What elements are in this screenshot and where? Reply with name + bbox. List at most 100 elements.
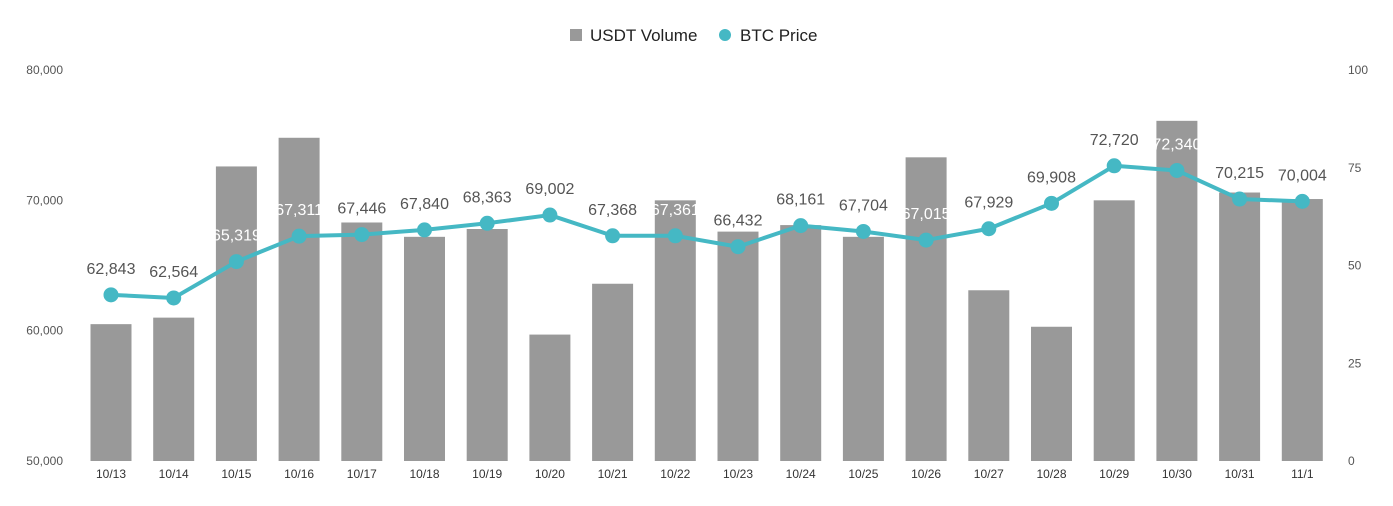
- point-btc-price: [1044, 195, 1059, 211]
- legend-label-usdt-volume: USDT Volume: [590, 26, 697, 45]
- right-tick-label: 50: [1348, 259, 1362, 273]
- x-tick-label: 10/30: [1162, 467, 1192, 481]
- point-btc-price: [103, 287, 119, 303]
- bar-usdt-volume: [780, 225, 822, 461]
- data-label-btc-price: 72,720: [1090, 132, 1139, 149]
- data-label-btc-price: 66,432: [714, 213, 763, 230]
- point-btc-price: [1169, 162, 1185, 178]
- points-btc-price: [103, 158, 1310, 306]
- x-tick-label: 10/17: [347, 467, 377, 481]
- x-tick-label: 10/28: [1036, 467, 1066, 481]
- x-tick-label: 10/22: [660, 467, 690, 481]
- left-axis: 50,000 60,000 70,000 80,000: [26, 63, 63, 468]
- bar-usdt-volume: [278, 137, 320, 462]
- bars-usdt-volume: [90, 120, 1323, 462]
- bar-usdt-volume: [341, 222, 383, 461]
- data-label-btc-price: 67,368: [588, 202, 637, 219]
- x-tick-label: 10/13: [96, 467, 126, 481]
- bar-usdt-volume: [1219, 192, 1261, 461]
- line-btc-price: [109, 163, 1305, 300]
- point-btc-price: [605, 228, 621, 244]
- bar-usdt-volume: [529, 334, 571, 461]
- x-tick-label: 10/15: [221, 467, 251, 481]
- data-label-btc-price: 67,015: [902, 206, 951, 223]
- data-labels-btc-price: 62,843 62,564 65,319 67,311 67,446 67,840 68,3…: [87, 132, 1327, 281]
- legend: USDT Volume BTC Price: [570, 26, 817, 45]
- data-label-btc-price: 70,215: [1215, 165, 1264, 182]
- legend-swatch-btc-price: [719, 29, 731, 41]
- point-btc-price: [918, 232, 934, 248]
- point-btc-price: [981, 221, 997, 237]
- data-label-btc-price: 68,161: [776, 192, 825, 209]
- bar-usdt-volume: [654, 200, 696, 462]
- right-tick-label: 0: [1348, 454, 1355, 468]
- x-tick-label: 10/25: [848, 467, 878, 481]
- point-btc-price: [667, 228, 683, 244]
- right-tick-label: 25: [1348, 356, 1362, 370]
- x-tick-label: 10/14: [159, 467, 189, 481]
- legend-swatch-usdt-volume: [570, 29, 582, 41]
- data-label-btc-price: 69,908: [1027, 169, 1076, 186]
- x-tick-label: 10/29: [1099, 467, 1129, 481]
- right-axis: 0 25 50 75 100: [1348, 63, 1368, 468]
- bar-usdt-volume: [1031, 326, 1072, 461]
- point-btc-price: [479, 215, 495, 231]
- data-label-btc-price: 62,564: [149, 264, 198, 281]
- point-btc-price: [354, 227, 370, 243]
- point-btc-price: [291, 228, 307, 244]
- point-btc-price: [166, 290, 182, 306]
- x-tick-label: 10/26: [911, 467, 941, 481]
- left-tick-label: 60,000: [26, 324, 63, 338]
- left-tick-label: 50,000: [26, 454, 63, 468]
- data-label-btc-price: 62,843: [87, 261, 136, 278]
- bar-usdt-volume: [905, 157, 947, 461]
- data-label-btc-price: 68,363: [463, 189, 512, 206]
- x-tick-label: 10/18: [409, 467, 439, 481]
- data-label-btc-price: 67,704: [839, 197, 888, 214]
- data-label-btc-price: 65,319: [212, 228, 261, 245]
- point-btc-price: [228, 254, 244, 270]
- x-tick-label: 10/24: [786, 467, 816, 481]
- point-btc-price: [1106, 158, 1122, 174]
- bar-usdt-volume: [1093, 200, 1135, 462]
- right-tick-label: 75: [1348, 161, 1362, 175]
- bar-usdt-volume: [215, 166, 257, 462]
- bar-usdt-volume: [717, 231, 759, 461]
- line-btc-price-path: [109, 163, 1305, 300]
- left-tick-label: 80,000: [26, 63, 63, 77]
- point-btc-price: [1294, 193, 1310, 209]
- x-tick-label: 10/19: [472, 467, 502, 481]
- bar-usdt-volume: [592, 283, 634, 461]
- bar-usdt-volume: [90, 324, 132, 461]
- point-btc-price: [855, 223, 871, 239]
- bar-usdt-volume: [466, 229, 508, 461]
- point-btc-price: [1232, 191, 1248, 207]
- data-label-btc-price: 72,340: [1152, 136, 1201, 153]
- point-btc-price: [542, 207, 558, 223]
- right-tick-label: 100: [1348, 63, 1368, 77]
- bar-usdt-volume: [842, 236, 884, 461]
- x-tick-label: 10/23: [723, 467, 753, 481]
- data-label-btc-price: 67,840: [400, 196, 449, 213]
- point-btc-price: [417, 222, 432, 238]
- x-axis: 10/13 10/14 10/15 10/16 10/17 10/18 10/19 10/20…: [96, 467, 1314, 481]
- data-label-btc-price: 67,311: [275, 202, 323, 219]
- bar-usdt-volume: [968, 290, 1010, 461]
- bar-usdt-volume: [404, 236, 445, 461]
- data-label-btc-price: 67,929: [964, 195, 1013, 212]
- point-btc-price: [730, 239, 746, 255]
- x-tick-label: 10/21: [598, 467, 628, 481]
- bar-usdt-volume: [1281, 199, 1323, 461]
- x-tick-label: 10/27: [974, 467, 1004, 481]
- legend-label-btc-price: BTC Price: [740, 26, 817, 45]
- bar-usdt-volume: [153, 317, 195, 461]
- x-tick-label: 10/31: [1225, 467, 1255, 481]
- x-tick-label: 10/16: [284, 467, 314, 481]
- left-tick-label: 70,000: [26, 193, 63, 207]
- data-label-btc-price: 67,446: [337, 201, 386, 218]
- x-tick-label: 11/1: [1291, 467, 1314, 481]
- data-label-btc-price: 69,002: [525, 181, 574, 198]
- point-btc-price: [793, 218, 809, 234]
- data-label-btc-price: 70,004: [1278, 167, 1327, 184]
